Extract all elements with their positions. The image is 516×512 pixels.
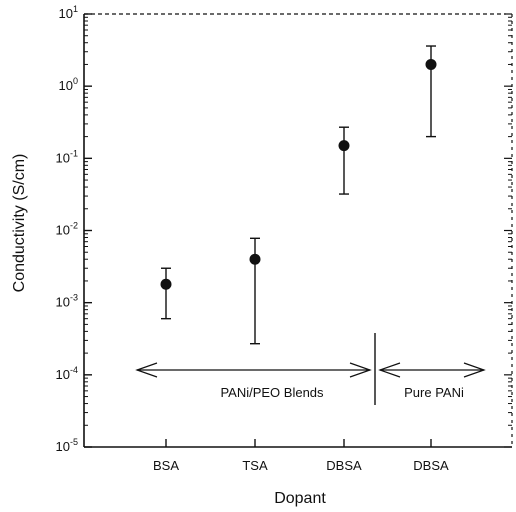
- y-axis-title: Conductivity (S/cm): [11, 154, 28, 293]
- data-points: [160, 45, 437, 345]
- x-tick-label: DBSA: [413, 458, 449, 473]
- y-tick-label: 10-3: [56, 293, 78, 310]
- y-tick-label: 10-2: [56, 221, 78, 238]
- y-tick-label: 10-5: [56, 437, 78, 454]
- y-tick-label: 10-4: [56, 365, 78, 382]
- x-tick-label: DBSA: [326, 458, 362, 473]
- x-axis-ticks: BSA TSA DBSA DBSA: [153, 439, 449, 473]
- annotation-pani-peo-blends: PANi/PEO Blends: [220, 385, 324, 400]
- data-point: [249, 253, 261, 265]
- blends-arrow-head-right: [349, 362, 372, 378]
- blends-arrow-head-left: [135, 362, 158, 378]
- x-tick-label: BSA: [153, 458, 179, 473]
- data-point: [160, 278, 172, 290]
- x-axis-title: Dopant: [274, 490, 326, 507]
- pure-arrow-head-left: [378, 362, 401, 378]
- data-point: [338, 140, 350, 152]
- x-tick-label: TSA: [242, 458, 268, 473]
- annotations: PANi/PEO Blends Pure PANi: [135, 333, 486, 405]
- y-tick-label: 100: [59, 76, 78, 93]
- y-tick-label: 101: [59, 4, 78, 21]
- data-point: [425, 58, 437, 70]
- pure-arrow-head-right: [463, 362, 486, 378]
- annotation-pure-pani: Pure PANi: [404, 385, 464, 400]
- y-axis-ticks: 101 100 10-1 10-2 10-3 10-4 10-5: [56, 4, 512, 454]
- y-tick-label: 10-1: [56, 148, 78, 165]
- plot-frame: [83, 13, 513, 448]
